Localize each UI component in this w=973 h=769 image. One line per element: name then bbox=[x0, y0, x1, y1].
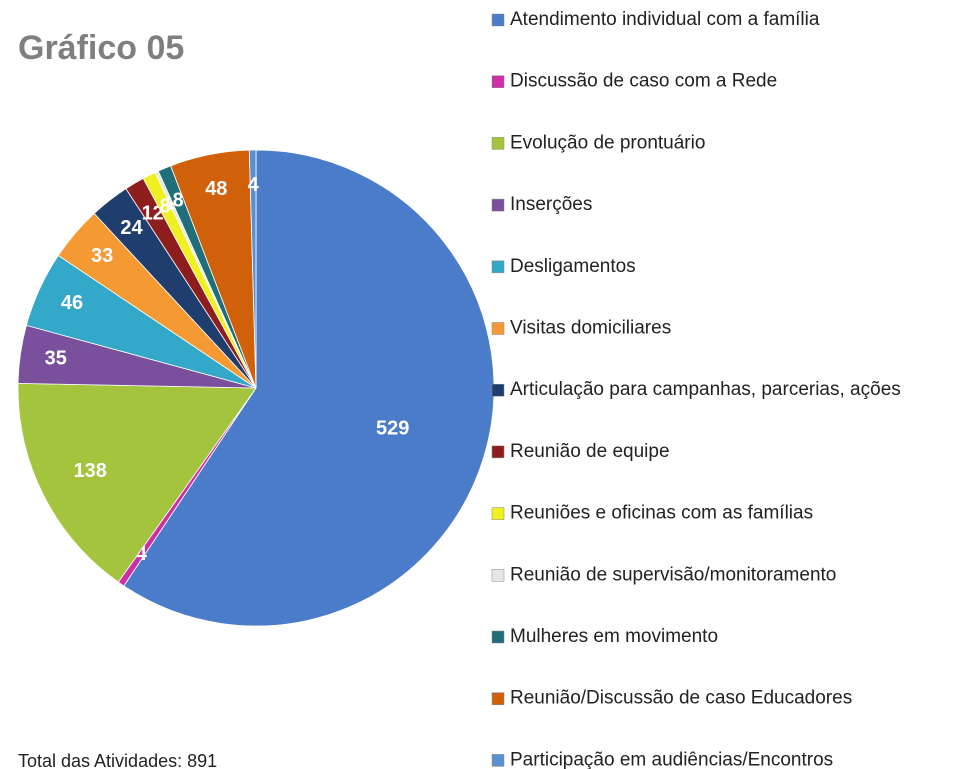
legend-label: Desligamentos bbox=[510, 256, 636, 277]
chart-title: Gráfico 05 bbox=[18, 29, 184, 67]
legend-label: Atendimento individual com a família bbox=[510, 9, 820, 30]
data-label: 138 bbox=[74, 460, 107, 482]
legend-swatch bbox=[491, 75, 505, 88]
data-label: 2 bbox=[166, 192, 177, 214]
pie-slice bbox=[248, 149, 257, 389]
legend-label: Reunião de equipe bbox=[510, 441, 670, 462]
legend-swatch bbox=[491, 137, 505, 150]
data-label: 8 bbox=[160, 195, 171, 217]
data-label: 12 bbox=[142, 202, 164, 224]
legend-swatch bbox=[491, 692, 505, 705]
data-label: 46 bbox=[61, 292, 83, 314]
data-label: 48 bbox=[205, 178, 227, 200]
pie-slice bbox=[123, 149, 495, 627]
legend-swatch bbox=[491, 445, 505, 459]
data-label: 33 bbox=[91, 245, 113, 267]
legend-swatch bbox=[491, 383, 505, 397]
annotation: Total das Atividades: 891 bbox=[18, 751, 217, 769]
data-label: 8 bbox=[173, 190, 184, 212]
legend-swatch bbox=[491, 507, 505, 520]
data-label: 529 bbox=[376, 418, 409, 440]
legend-label: Visitas domiciliares bbox=[510, 318, 671, 339]
legend-label: Reunião/Discussão de caso Educadores bbox=[510, 688, 852, 709]
legend-label: Inserções bbox=[510, 194, 592, 215]
legend-swatch bbox=[491, 13, 505, 27]
legend-label: Evolução de prontuário bbox=[510, 132, 705, 153]
data-label: 24 bbox=[120, 217, 143, 239]
legend-label: Mulheres em movimento bbox=[510, 626, 718, 647]
legend-label: Reuniões e oficinas com as famílias bbox=[510, 503, 813, 524]
legend-swatch bbox=[491, 198, 505, 212]
legend-label: Participação em audiências/Encontros bbox=[510, 749, 833, 769]
legend-swatch bbox=[491, 260, 505, 274]
legend-swatch bbox=[491, 569, 505, 582]
legend-label: Articulação para campanhas, parcerias, a… bbox=[510, 379, 901, 400]
data-label: 35 bbox=[45, 347, 67, 369]
data-label: 4 bbox=[248, 174, 260, 196]
legend-swatch bbox=[491, 322, 505, 335]
legend-label: Reunião de supervisão/monitoramento bbox=[510, 564, 836, 585]
pie-slice bbox=[17, 382, 257, 583]
legend-label: Discussão de caso com a Rede bbox=[510, 71, 777, 92]
legend-swatch bbox=[491, 630, 505, 644]
legend-swatch bbox=[491, 754, 505, 767]
